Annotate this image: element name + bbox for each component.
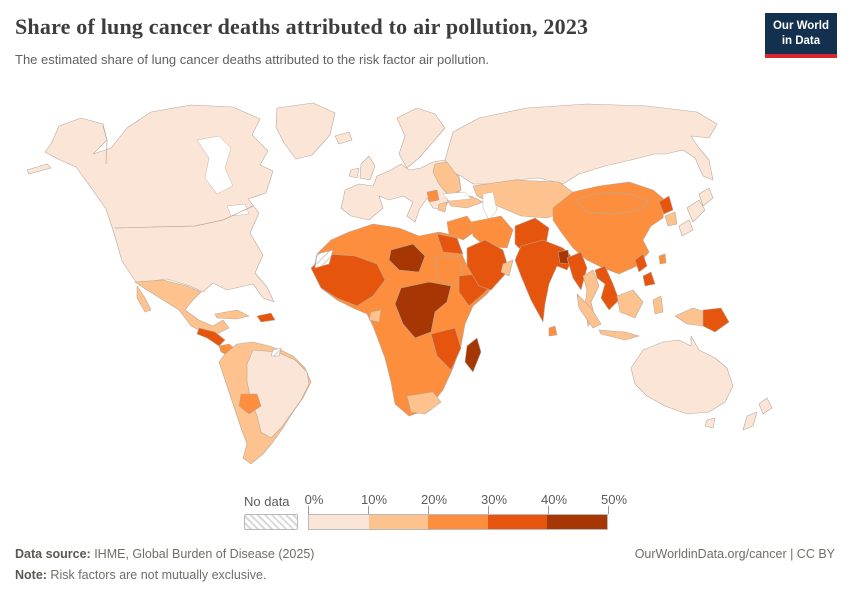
- map-region-papua-new-guinea[interactable]: [702, 307, 730, 333]
- alaska-canada-border: [102, 125, 108, 165]
- hudson-bay: [196, 135, 234, 195]
- map-region-north-korea[interactable]: [658, 195, 674, 215]
- great-lakes: [226, 203, 250, 217]
- legend-tick-mark: [368, 506, 369, 514]
- legend-bin-swatch[interactable]: [428, 515, 488, 529]
- map-region-iceland[interactable]: [334, 131, 353, 145]
- legend-tick-mark: [608, 506, 609, 514]
- map-region-balkans[interactable]: [426, 189, 440, 203]
- map-region-brazil[interactable]: [246, 349, 310, 439]
- map-region-west-africa[interactable]: [310, 253, 386, 307]
- map-region-tasmania[interactable]: [704, 417, 716, 429]
- world-map: [15, 98, 835, 480]
- map-region-india[interactable]: [514, 239, 574, 323]
- legend-tick-label: 0%: [304, 492, 324, 507]
- map-region-oman[interactable]: [500, 259, 514, 277]
- map-region-russia[interactable]: [444, 103, 718, 185]
- map-region-western-sahara[interactable]: [314, 249, 334, 269]
- map-region-java[interactable]: [598, 329, 640, 341]
- note-label: Note:: [15, 568, 47, 582]
- map-region-ireland[interactable]: [348, 167, 360, 179]
- map-region-west-new-guinea[interactable]: [674, 307, 706, 327]
- legend-tick-label: 30%: [480, 492, 508, 507]
- map-region-madagascar[interactable]: [464, 337, 482, 373]
- legend-tick-mark: [428, 506, 429, 514]
- legend-tick-mark: [548, 506, 549, 514]
- map-region-japan-central[interactable]: [686, 199, 706, 223]
- map-region-french-guiana[interactable]: [270, 347, 282, 357]
- map-region-sri-lanka[interactable]: [548, 325, 558, 337]
- map-region-new-zealand-south[interactable]: [742, 411, 758, 431]
- legend-tick-mark: [488, 506, 489, 514]
- legend-bar: [308, 514, 608, 530]
- map-region-japan-south[interactable]: [678, 219, 694, 237]
- no-data-swatch[interactable]: [244, 514, 298, 530]
- map-region-iran[interactable]: [470, 215, 514, 249]
- legend-bin-swatch[interactable]: [487, 515, 548, 529]
- map-region-bolivia[interactable]: [238, 393, 262, 415]
- map-region-united-kingdom[interactable]: [359, 155, 376, 181]
- map-region-japan-north[interactable]: [698, 187, 714, 207]
- map-region-south-korea[interactable]: [664, 211, 678, 227]
- data-source-text: IHME, Global Burden of Disease (2025): [90, 547, 315, 561]
- map-region-philippines-north[interactable]: [634, 253, 648, 273]
- map-region-egypt[interactable]: [436, 233, 464, 255]
- map-region-greece[interactable]: [437, 201, 448, 213]
- page-title: Share of lung cancer deaths attributed t…: [15, 14, 589, 39]
- caspian-sea: [482, 191, 498, 221]
- map-region-mexico[interactable]: [134, 279, 230, 335]
- map-region-taiwan[interactable]: [658, 253, 667, 265]
- map-region-scandinavia[interactable]: [396, 107, 446, 169]
- legend-bin-swatch[interactable]: [309, 515, 369, 529]
- map-region-new-zealand-north[interactable]: [758, 397, 773, 415]
- mongolia-border: [574, 192, 650, 215]
- map-region-hispaniola[interactable]: [256, 312, 276, 323]
- note-line: Note: Risk factors are not mutually excl…: [15, 568, 266, 582]
- map-region-levant-iraq[interactable]: [446, 215, 478, 241]
- owid-logo-line2: in Data: [781, 34, 821, 47]
- owid-logo-line1: Our World: [772, 20, 829, 32]
- note-text: Risk factors are not mutually exclusive.: [46, 568, 267, 582]
- legend-tick-label: 40%: [540, 492, 568, 507]
- black-sea: [442, 191, 472, 202]
- map-legend: No data 0% 10% 20% 30% 40% 50%: [0, 488, 850, 534]
- map-region-sumatra[interactable]: [576, 293, 602, 329]
- map-region-cuba[interactable]: [214, 309, 250, 320]
- map-region-baja-california[interactable]: [136, 285, 152, 313]
- credit-link[interactable]: OurWorldinData.org/cancer | CC BY: [634, 547, 835, 561]
- map-region-south-africa[interactable]: [406, 391, 442, 415]
- map-region-borneo[interactable]: [616, 289, 644, 319]
- legend-tick-label: 50%: [600, 492, 628, 507]
- world-map-svg: [26, 102, 773, 465]
- map-region-arabia[interactable]: [466, 239, 510, 291]
- map-region-greenland[interactable]: [275, 102, 336, 160]
- legend-bin-swatch[interactable]: [368, 515, 429, 529]
- map-region-philippines-south[interactable]: [642, 271, 656, 287]
- map-region-niger[interactable]: [388, 243, 426, 273]
- map-region-aleutians[interactable]: [26, 163, 52, 175]
- map-region-sulawesi[interactable]: [652, 295, 664, 315]
- map-region-southeast-africa[interactable]: [430, 327, 462, 371]
- data-source-line: Data source: IHME, Global Burden of Dise…: [15, 547, 314, 561]
- map-region-north-america[interactable]: [44, 104, 275, 303]
- chart-subtitle: The estimated share of lung cancer death…: [15, 52, 490, 67]
- map-region-central-africa[interactable]: [394, 281, 452, 339]
- data-source-label: Data source:: [15, 547, 91, 561]
- map-region-europe[interactable]: [340, 159, 462, 223]
- legend-tick-label: 10%: [360, 492, 388, 507]
- legend-tick-label: 20%: [420, 492, 448, 507]
- map-region-gabon[interactable]: [368, 309, 382, 323]
- us-canada-border: [114, 205, 254, 229]
- no-data-label: No data: [244, 494, 290, 509]
- map-region-china-mongolia[interactable]: [552, 181, 666, 275]
- map-region-vietnam-laos[interactable]: [594, 265, 620, 311]
- legend-bin-swatch[interactable]: [547, 515, 607, 529]
- map-region-sudan[interactable]: [434, 255, 464, 287]
- legend-tick-mark: [308, 506, 309, 514]
- map-region-australia[interactable]: [630, 335, 734, 415]
- owid-logo[interactable]: Our World in Data: [764, 13, 837, 58]
